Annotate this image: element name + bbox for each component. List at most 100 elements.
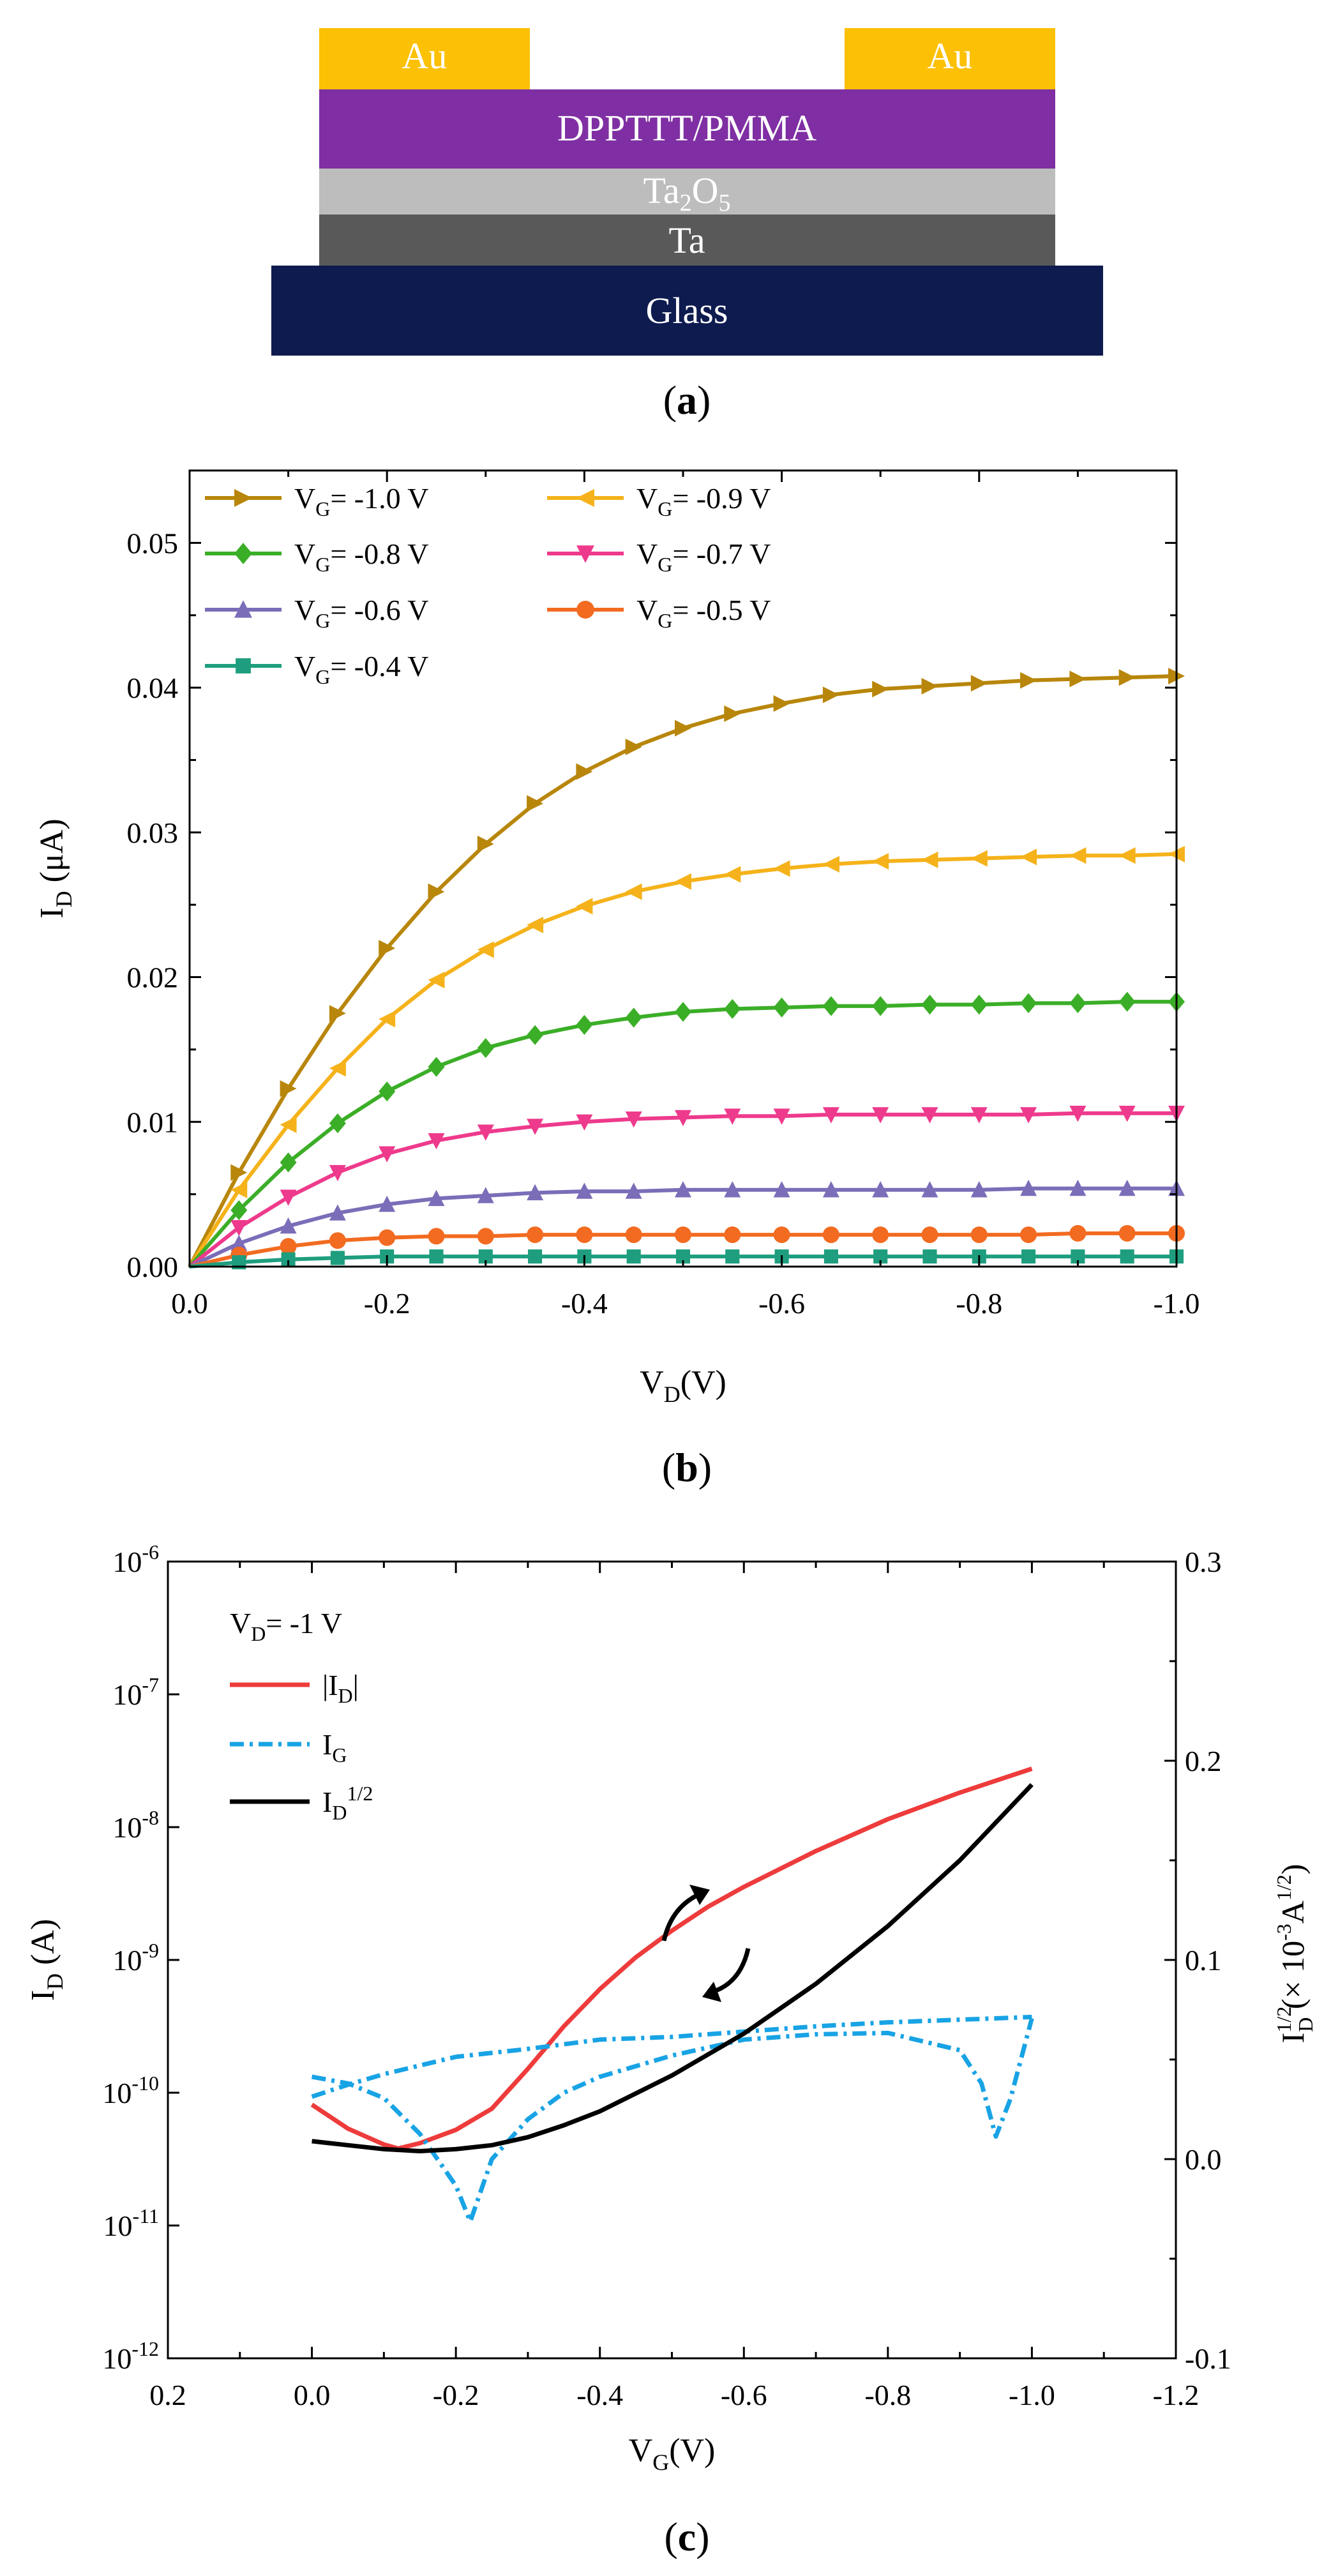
legend-item-id: |ID|	[230, 1669, 359, 1707]
marker-triangle-left	[230, 1181, 248, 1198]
marker-triangle-down	[1020, 1107, 1037, 1124]
marker-diamond	[230, 1200, 248, 1221]
text-span: -9	[142, 1939, 159, 1962]
x-tick-label: -0.4	[576, 2379, 623, 2411]
marker-triangle-up	[872, 1181, 889, 1198]
marker-triangle-left	[576, 489, 594, 507]
marker-triangle-right	[230, 1164, 248, 1181]
marker-square	[429, 1249, 444, 1264]
marker-triangle-right	[724, 705, 741, 722]
ta2o5-label: Ta2O5	[643, 170, 730, 216]
text-span: V	[636, 594, 658, 626]
legend-label: VG= -0.9 V	[636, 482, 771, 520]
y-tick-label: 0.02	[127, 961, 179, 994]
legend-item: VG= -0.6 V	[205, 594, 429, 632]
marker-triangle-down	[280, 1189, 297, 1206]
text-span: = -0.8 V	[330, 538, 428, 570]
reverse-arrow-head	[702, 1982, 721, 2002]
text-span: I	[1275, 2033, 1311, 2044]
marker-triangle-right	[329, 1005, 346, 1022]
y-tick-label: 0.01	[127, 1106, 179, 1138]
x-axis-label: VD(V)	[640, 1364, 726, 1407]
marker-diamond	[428, 1057, 445, 1077]
marker-triangle-right	[921, 677, 938, 695]
y-right-tick-label: 0.2	[1185, 1745, 1222, 1777]
marker-circle	[280, 1238, 297, 1255]
marker-circle	[822, 1226, 839, 1244]
curve-ig-sweep-a	[311, 2017, 1034, 2224]
marker-triangle-down	[822, 1107, 839, 1124]
text-span: V	[294, 538, 315, 570]
legend-item-sqrt: ID1/2	[230, 1782, 373, 1824]
legend-label: |ID|	[322, 1669, 359, 1707]
x-axis-label: VG(V)	[629, 2432, 716, 2475]
text-span: |I	[322, 1669, 338, 1701]
marker-diamond	[329, 1113, 346, 1134]
marker-triangle-down	[724, 1108, 741, 1125]
marker-diamond	[822, 996, 839, 1016]
marker-triangle-left	[1118, 847, 1136, 864]
marker-circle	[773, 1226, 790, 1244]
marker-triangle-down	[477, 1124, 494, 1141]
panel-label-c: (c)	[664, 2514, 709, 2559]
text-span: -11	[133, 2204, 159, 2227]
text-span: 1/2	[347, 1782, 373, 1805]
text-span: (V)	[669, 2432, 715, 2469]
legend-label: VG= -1.0 V	[294, 482, 429, 520]
au-left-contact	[319, 28, 530, 89]
marker-triangle-down	[1069, 1105, 1087, 1122]
text-span: V	[294, 482, 315, 515]
y-right-tick-label: 0.0	[1185, 2143, 1222, 2176]
marker-square	[873, 1249, 888, 1264]
marker-diamond	[773, 997, 790, 1018]
marker-diamond	[675, 1002, 691, 1022]
legend-item: VG= -0.8 V	[205, 538, 429, 576]
marker-triangle-left	[428, 972, 445, 989]
text-span: D	[338, 1684, 353, 1707]
text-span: D	[332, 1801, 347, 1824]
marker-circle	[872, 1226, 889, 1244]
legend-item: VG= -1.0 V	[205, 482, 429, 520]
device-stack: Au Au DPPTTT/PMMA Ta2O5 Ta Glass	[271, 28, 1103, 356]
marker-triangle-left	[625, 883, 642, 900]
vd-annotation: VD= -1 V	[230, 1607, 342, 1645]
dpptt-layer	[319, 89, 1055, 169]
marker-triangle-up	[230, 1235, 248, 1251]
text-span: I	[34, 907, 70, 918]
marker-square	[626, 1249, 641, 1264]
legend-label: VG= -0.4 V	[294, 650, 429, 688]
text-span: = -0.6 V	[330, 594, 428, 626]
text-span: V	[640, 1364, 664, 1401]
glass-substrate	[271, 266, 1103, 356]
marker-square	[725, 1249, 740, 1264]
marker-triangle-down	[675, 1110, 691, 1127]
marker-triangle-right	[675, 719, 691, 737]
marker-circle	[921, 1226, 938, 1244]
text-span: G	[315, 665, 330, 688]
text-span: V	[230, 1607, 251, 1639]
panel-label-a: (a)	[663, 377, 711, 423]
marker-triangle-right	[1118, 669, 1136, 686]
y-right-tick-label: -0.1	[1185, 2342, 1231, 2375]
marker-triangle-up	[428, 1189, 445, 1207]
text-span: -10	[132, 2072, 159, 2095]
marker-triangle-down	[230, 1220, 248, 1237]
marker-circle	[675, 1226, 691, 1244]
text-span: G	[652, 2450, 669, 2475]
y-right-tick-label: 0.1	[1185, 1944, 1222, 1977]
reverse-arrow-shaft	[711, 1948, 751, 1994]
marker-triangle-left	[477, 941, 494, 958]
marker-square	[236, 658, 251, 674]
marker-triangle-up	[379, 1195, 396, 1212]
legend-label: VG= -0.5 V	[636, 594, 771, 632]
text-span: V	[294, 594, 315, 626]
marker-triangle-up	[1069, 1179, 1087, 1196]
text-span: |	[353, 1669, 359, 1701]
marker-diamond	[280, 1152, 297, 1173]
text-span: G	[658, 497, 672, 520]
x-tick-label: -1.2	[1153, 2379, 1199, 2411]
text-span: -3	[1272, 1924, 1295, 1941]
series--1.0 V	[188, 667, 1185, 1268]
text-span: )	[1275, 1864, 1311, 1875]
